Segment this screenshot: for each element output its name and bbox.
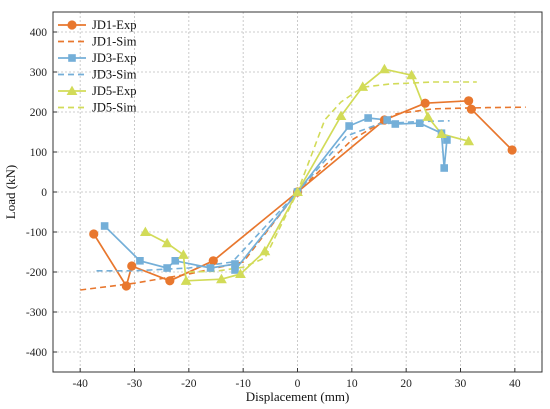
y-tick-label: -400 (26, 347, 47, 359)
data-point-jd5-exp (216, 273, 227, 284)
data-point-jd5-exp (335, 110, 347, 121)
y-tick-label: 300 (30, 67, 48, 79)
data-point-jd1-exp (165, 276, 175, 286)
y-tick-label: 200 (30, 107, 48, 119)
data-point-jd5-exp (379, 63, 390, 74)
data-point-jd3-exp (136, 257, 144, 265)
data-point-jd5-exp (161, 237, 173, 248)
x-tick-label: 40 (509, 378, 521, 390)
data-point-jd1-exp (420, 98, 430, 108)
y-tick-label: -300 (26, 307, 47, 319)
legend-label: JD5-Sim (92, 101, 137, 115)
series-line-jd1-exp (93, 99, 513, 287)
legend-label: JD3-Exp (92, 51, 136, 65)
data-point-jd5-exp (180, 275, 192, 285)
x-tick-label: 30 (455, 378, 467, 390)
data-point-jd1-exp (208, 256, 218, 266)
legend-marker (68, 54, 76, 62)
x-tick-label: 0 (295, 378, 301, 390)
data-point-jd5-exp (463, 135, 475, 146)
y-tick-label: 400 (30, 27, 48, 39)
data-point-jd1-exp (89, 229, 99, 239)
series-markers (89, 63, 517, 291)
x-axis-title: Displacement (mm) (246, 389, 350, 404)
legend-marker (67, 20, 77, 30)
data-point-jd3-exp (163, 264, 171, 272)
legend-marker (66, 85, 78, 96)
data-point-jd3-exp (231, 260, 239, 268)
data-point-jd3-exp (415, 119, 424, 127)
data-point-jd1-exp (507, 145, 517, 155)
legend-label: JD3-Sim (92, 68, 137, 82)
data-point-jd5-exp (259, 245, 271, 256)
data-point-jd5-exp (436, 128, 447, 139)
data-point-jd5-exp (235, 268, 246, 279)
series-line-jd5-sim (188, 81, 477, 273)
data-point-jd3-exp (345, 122, 353, 130)
y-tick-label: 0 (41, 187, 47, 199)
data-point-jd5-exp (357, 81, 369, 91)
x-tick-label: -40 (72, 378, 88, 390)
legend-label: JD1-Sim (92, 35, 137, 49)
x-tick-label: 10 (346, 378, 358, 390)
grid (53, 12, 542, 372)
data-point-jd5-exp (292, 186, 303, 197)
data-point-jd1-exp (127, 261, 137, 271)
data-point-jd1-exp (466, 104, 476, 114)
series-line-jd1-sim (80, 106, 526, 291)
data-point-jd5-exp (422, 111, 434, 121)
data-point-jd3-exp (100, 222, 109, 230)
x-tick-label: 20 (400, 378, 412, 390)
y-axis-title: Load (kN) (3, 165, 18, 220)
legend: JD1-Exp JD1-Sim JD3-Exp JD3-Sim JD5-Exp JD5-S… (58, 18, 137, 115)
data-point-jd1-exp (464, 96, 474, 106)
legend-label: JD1-Exp (92, 18, 136, 32)
series-line-jd3-exp (104, 117, 448, 271)
data-point-jd3-exp (171, 257, 180, 265)
y-tick-label: -200 (26, 267, 47, 279)
series-line-jd3-sim (96, 120, 450, 272)
data-point-jd5-exp (178, 249, 189, 259)
x-tick-label: -10 (235, 378, 251, 390)
y-tick-label: 100 (30, 147, 48, 159)
axis-ticks: -40 -30 -20 -10 0 10 20 30 40-400-300-200-100010… (26, 27, 521, 390)
data-point-jd3-exp (391, 120, 400, 128)
data-point-jd5-exp (139, 226, 151, 237)
data-point-jd3-exp (364, 114, 372, 122)
data-point-jd1-exp (121, 281, 131, 291)
data-point-jd3-exp (440, 164, 448, 172)
series-line-jd5-exp (145, 68, 469, 282)
data-point-jd5-exp (406, 69, 417, 80)
series-lines (80, 68, 526, 291)
data-point-jd3-exp (206, 264, 215, 272)
data-point-jd3-exp (231, 266, 239, 274)
data-point-jd3-exp (383, 116, 391, 124)
data-point-jd3-exp (443, 136, 451, 144)
y-tick-label: -100 (26, 227, 47, 239)
x-tick-label: -20 (181, 378, 197, 390)
legend-label: JD5-Exp (92, 84, 136, 98)
x-tick-label: -30 (127, 378, 143, 390)
